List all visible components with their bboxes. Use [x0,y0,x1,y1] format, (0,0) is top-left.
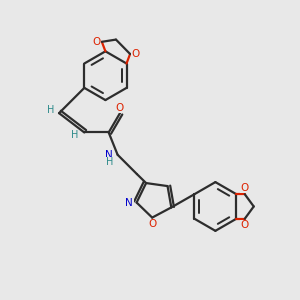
Text: N: N [125,197,133,208]
Text: O: O [131,49,140,59]
Text: H: H [47,105,54,115]
Text: O: O [241,183,249,193]
Text: N: N [105,150,113,160]
Text: H: H [106,157,113,167]
Text: O: O [241,220,249,230]
Text: O: O [148,219,156,229]
Text: H: H [71,130,79,140]
Text: O: O [116,103,124,113]
Text: O: O [92,37,101,47]
